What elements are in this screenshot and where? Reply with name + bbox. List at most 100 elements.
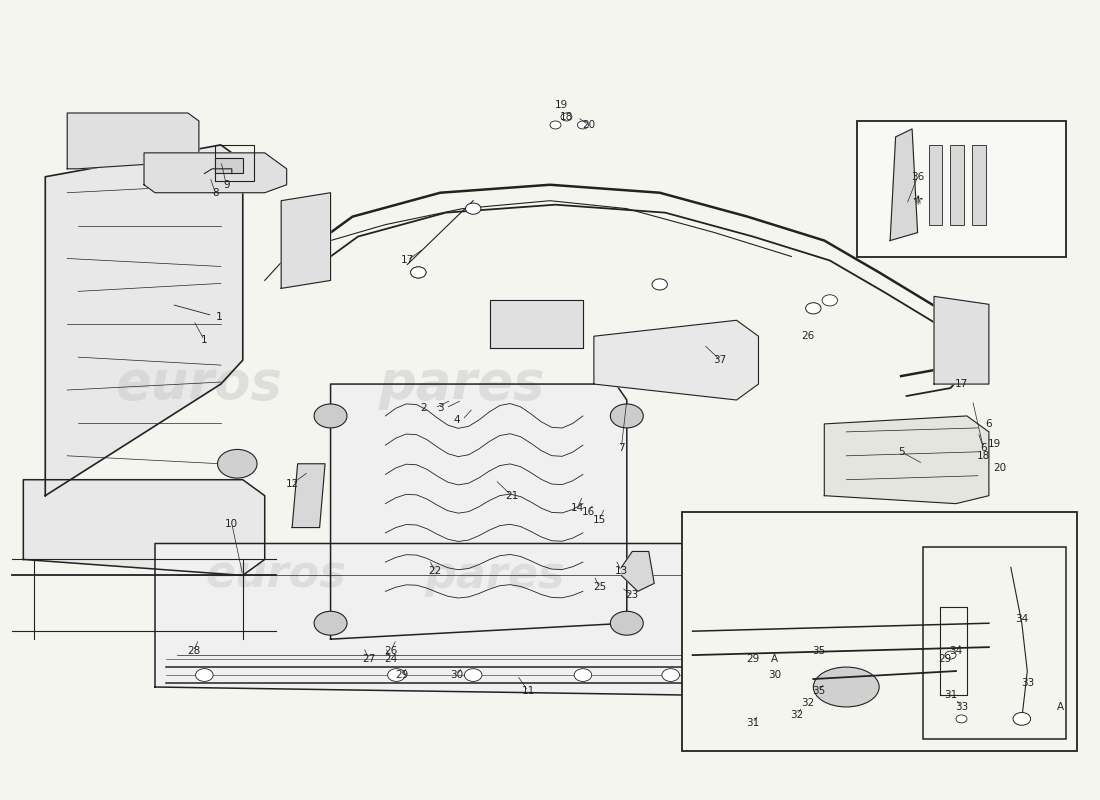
Text: 32: 32 [801,698,814,708]
Text: 1: 1 [174,305,222,322]
Text: 9: 9 [223,180,230,190]
Text: 22: 22 [428,566,441,577]
Text: 26: 26 [801,331,814,342]
Circle shape [561,113,572,121]
Circle shape [315,404,346,428]
Circle shape [610,404,643,428]
Bar [216,158,243,173]
Polygon shape [293,464,326,527]
Polygon shape [45,145,243,496]
Circle shape [465,203,481,214]
Text: 4: 4 [453,415,460,425]
Circle shape [410,267,426,278]
Circle shape [196,669,213,682]
Text: 2: 2 [420,403,427,413]
Text: 18: 18 [560,112,573,122]
Text: 30: 30 [450,670,463,680]
Text: 19: 19 [988,439,1001,449]
Text: 6: 6 [986,419,992,429]
Text: 21: 21 [505,490,518,501]
Text: A: A [771,654,779,664]
Text: 36: 36 [911,172,924,182]
Text: 29: 29 [938,654,952,664]
Bar [950,145,964,225]
Bar [928,145,942,225]
Circle shape [464,669,482,682]
Text: 37: 37 [714,355,727,365]
FancyBboxPatch shape [923,547,1066,739]
Circle shape [410,267,426,278]
Text: 12: 12 [286,478,299,489]
Text: 17: 17 [400,255,414,266]
Polygon shape [282,193,331,288]
FancyBboxPatch shape [857,121,1066,257]
Circle shape [387,669,405,682]
Text: 35: 35 [812,646,825,656]
Text: A: A [1057,702,1064,712]
Text: 3: 3 [437,403,443,413]
Circle shape [822,294,837,306]
Text: euros: euros [206,554,346,597]
Text: 30: 30 [769,670,781,680]
Circle shape [956,715,967,723]
Circle shape [652,279,668,290]
Text: 1: 1 [201,335,208,346]
Polygon shape [67,113,199,169]
Text: 5: 5 [898,447,904,457]
Ellipse shape [813,667,879,707]
Text: 15: 15 [593,514,606,525]
Polygon shape [155,543,704,695]
Text: 17: 17 [955,379,968,389]
Polygon shape [890,129,917,241]
Circle shape [578,121,588,129]
Text: 35: 35 [812,686,825,696]
Text: 11: 11 [521,686,535,696]
Text: pares: pares [425,554,565,597]
Circle shape [1013,713,1031,726]
Text: 23: 23 [626,590,639,600]
Text: 29: 29 [747,654,760,664]
Circle shape [945,651,956,659]
Text: ⚜: ⚜ [911,194,924,208]
Text: 31: 31 [747,718,760,728]
Text: 27: 27 [362,654,375,664]
Polygon shape [621,551,654,591]
FancyBboxPatch shape [682,512,1077,750]
Circle shape [610,611,643,635]
Text: 29: 29 [395,670,408,680]
Text: 33: 33 [955,702,968,712]
Text: 33: 33 [1021,678,1034,688]
Text: 34: 34 [949,646,962,656]
Text: 31: 31 [944,690,957,700]
Text: 10: 10 [226,518,239,529]
Circle shape [574,669,592,682]
Text: 20: 20 [582,120,595,130]
Polygon shape [490,300,583,348]
Circle shape [550,121,561,129]
Text: 34: 34 [1015,614,1028,624]
Circle shape [218,450,257,478]
Text: 32: 32 [790,710,803,720]
Text: 16: 16 [582,506,595,517]
Polygon shape [824,416,989,504]
Circle shape [315,611,346,635]
Text: euros: euros [116,358,283,410]
Text: pares: pares [379,358,546,410]
Text: 6: 6 [980,443,987,453]
Polygon shape [144,153,287,193]
Text: 20: 20 [993,462,1007,473]
Circle shape [805,302,821,314]
Polygon shape [331,384,627,639]
Bar [972,145,986,225]
Polygon shape [23,480,265,575]
Text: 14: 14 [571,502,584,513]
Polygon shape [594,320,759,400]
Text: 26: 26 [384,646,397,656]
Text: 7: 7 [618,443,625,453]
Circle shape [662,669,680,682]
Text: 8: 8 [212,188,219,198]
Text: 19: 19 [554,100,568,110]
Polygon shape [934,296,989,384]
Text: 25: 25 [593,582,606,592]
Text: 28: 28 [187,646,200,656]
